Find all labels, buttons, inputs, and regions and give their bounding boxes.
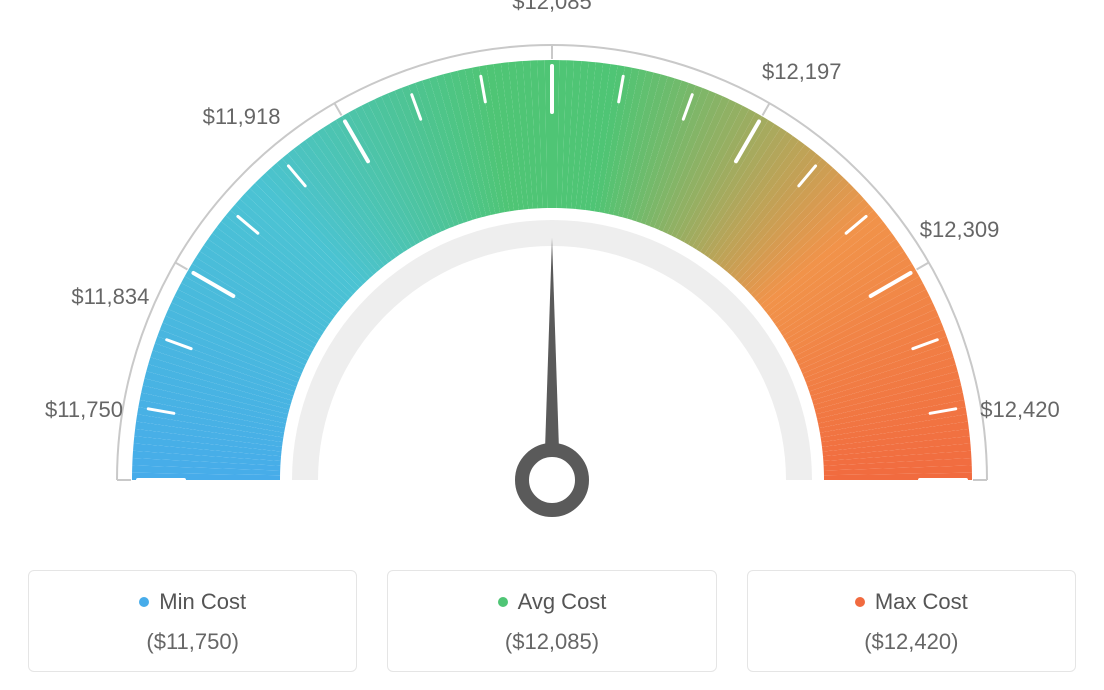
legend-box-avg: Avg Cost ($12,085) <box>387 570 716 672</box>
scale-label: $12,085 <box>512 0 592 15</box>
scale-label: $12,309 <box>920 217 1000 243</box>
legend-box-max: Max Cost ($12,420) <box>747 570 1076 672</box>
legend-row: Min Cost ($11,750) Avg Cost ($12,085) Ma… <box>0 570 1104 672</box>
legend-value-avg: ($12,085) <box>398 629 705 655</box>
legend-dot-max <box>855 597 865 607</box>
scale-label: $12,420 <box>980 397 1060 423</box>
legend-box-min: Min Cost ($11,750) <box>28 570 357 672</box>
gauge-svg <box>0 0 1104 560</box>
legend-dot-avg <box>498 597 508 607</box>
legend-label-min: Min Cost <box>159 589 246 615</box>
legend-dot-min <box>139 597 149 607</box>
scale-label: $11,918 <box>203 104 281 130</box>
legend-title-avg: Avg Cost <box>498 589 607 615</box>
legend-title-min: Min Cost <box>139 589 246 615</box>
scale-label: $11,834 <box>71 284 149 310</box>
scale-label: $12,197 <box>762 59 842 85</box>
scale-label: $11,750 <box>45 397 123 423</box>
legend-label-max: Max Cost <box>875 589 968 615</box>
legend-value-max: ($12,420) <box>758 629 1065 655</box>
gauge-area: $11,750 $11,834 $11,918 $12,085 $12,197 $12,3… <box>0 0 1104 560</box>
chart-container: $11,750 $11,834 $11,918 $12,085 $12,197 $12,3… <box>0 0 1104 690</box>
legend-value-min: ($11,750) <box>39 629 346 655</box>
legend-title-max: Max Cost <box>855 589 968 615</box>
legend-label-avg: Avg Cost <box>518 589 607 615</box>
